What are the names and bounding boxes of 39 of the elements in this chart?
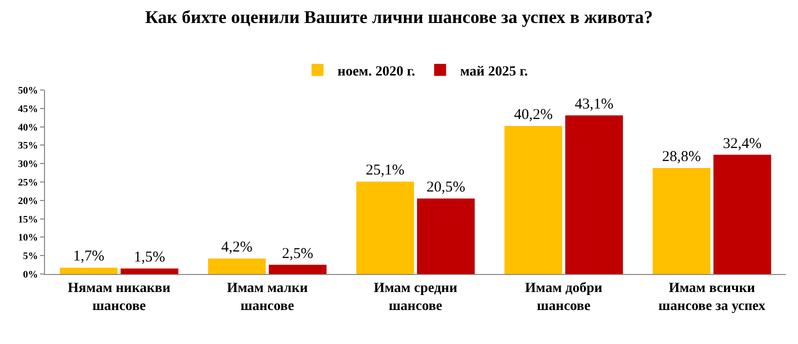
bar (120, 268, 178, 274)
bar (60, 268, 118, 274)
data-label: 32,4% (722, 136, 762, 152)
y-tick-label: 30% (18, 159, 38, 170)
data-label: 1,5% (134, 249, 166, 266)
x-tick-label: Имам всички шансове за успех (658, 280, 766, 314)
bar (356, 182, 414, 274)
x-tick-label: Нямам никакви шансове (68, 280, 170, 314)
data-label: 25,1% (366, 162, 404, 179)
data-label: 28,8% (662, 149, 701, 166)
bar (208, 258, 266, 274)
bar (504, 126, 562, 274)
bar (268, 264, 327, 274)
data-label: 2,5% (282, 246, 314, 262)
bar (652, 168, 710, 274)
y-tick-label: 5% (23, 251, 38, 262)
y-tick-label: 50% (18, 86, 38, 96)
x-tick-label: Имам малки шансове (226, 280, 308, 314)
x-tick-label: Имам средни шансове (374, 280, 458, 314)
x-tick-label: Имам добри шансове (525, 280, 602, 314)
bar (565, 115, 623, 274)
y-tick-label: 25% (18, 178, 38, 188)
data-label: 4,2% (221, 240, 253, 256)
legend-label: ноем. 2020 г. (338, 64, 416, 80)
chart-title: Как бихте оценили Вашите лични шансове за успех в живота? (145, 6, 653, 27)
y-tick-label: 35% (18, 140, 38, 152)
data-label: 40,2% (514, 107, 553, 124)
y-tick-label: 0% (23, 270, 38, 280)
data-label: 1,7% (73, 248, 104, 265)
y-tick-label: 20% (18, 196, 38, 207)
legend-label: май 2025 г. (460, 64, 528, 80)
y-tick-label: 15% (18, 214, 38, 226)
y-tick-label: 40% (18, 122, 38, 134)
data-label: 20,5% (426, 180, 466, 196)
y-tick-label: 45% (18, 104, 38, 115)
y-tick-label: 10% (18, 232, 38, 244)
data-label: 43,1% (574, 96, 614, 112)
bar (417, 198, 475, 274)
bar (713, 154, 772, 274)
